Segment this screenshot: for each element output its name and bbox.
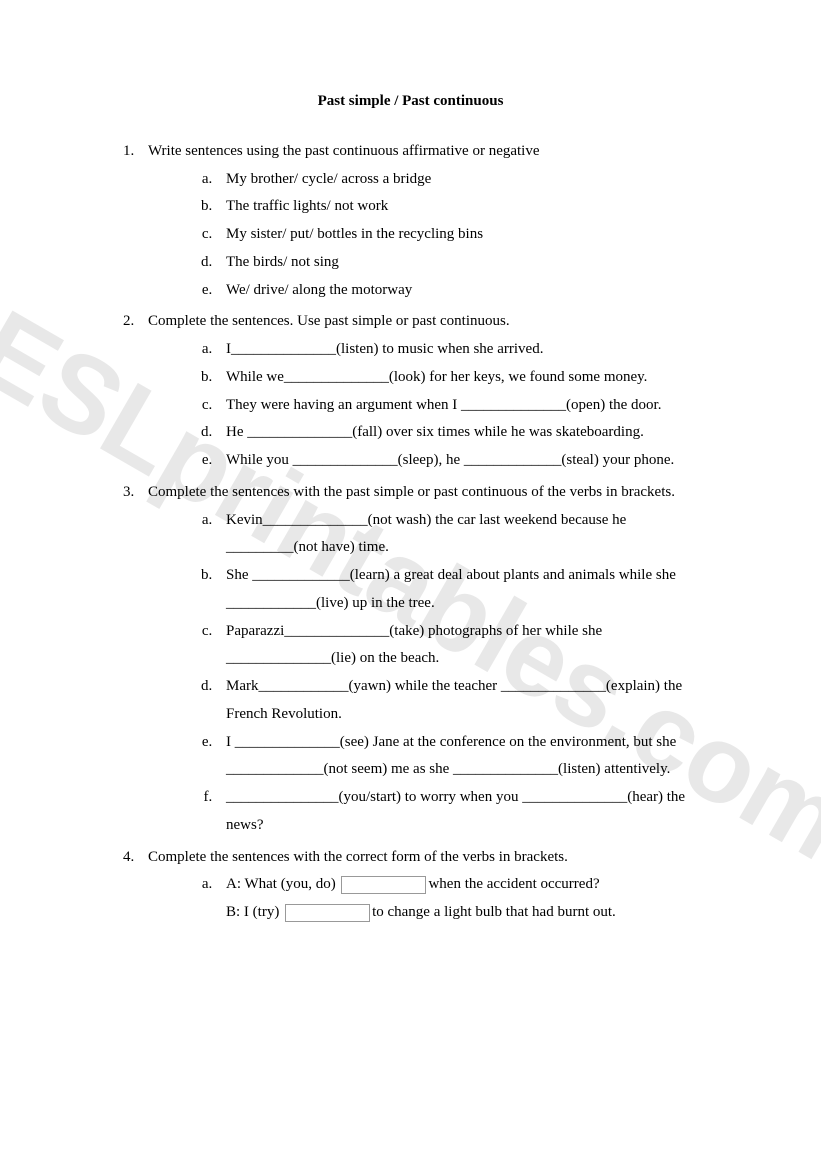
q4a-line1-before: A: What (you, do) bbox=[226, 876, 339, 892]
q1-item-d: The birds/ not sing bbox=[216, 249, 721, 277]
question-1: Write sentences using the past continuou… bbox=[138, 138, 721, 305]
q4a-line2-after: to change a light bulb that had burnt ou… bbox=[372, 904, 616, 920]
q2-item-c: They were having an argument when I ____… bbox=[216, 392, 721, 420]
q1-item-c: My sister/ put/ bottles in the recycling… bbox=[216, 221, 721, 249]
q2-item-e: While you ______________(sleep), he ____… bbox=[216, 447, 721, 475]
q3-item-a: Kevin______________(not wash) the car la… bbox=[216, 507, 721, 563]
q3-item-c: Paparazzi______________(take) photograph… bbox=[216, 618, 721, 674]
q3-item-b: She _____________(learn) a great deal ab… bbox=[216, 562, 721, 618]
q1-prompt: Write sentences using the past continuou… bbox=[148, 143, 540, 159]
main-list: Write sentences using the past continuou… bbox=[100, 138, 721, 927]
question-2: Complete the sentences. Use past simple … bbox=[138, 308, 721, 475]
answer-box[interactable] bbox=[341, 876, 426, 894]
q1-sublist: My brother/ cycle/ across a bridge The t… bbox=[148, 166, 721, 305]
q1-item-b: The traffic lights/ not work bbox=[216, 193, 721, 221]
q2-item-d: He ______________(fall) over six times w… bbox=[216, 419, 721, 447]
question-3: Complete the sentences with the past sim… bbox=[138, 479, 721, 840]
q4-sublist: A: What (you, do) when the accident occu… bbox=[148, 871, 721, 927]
q4a-line2-before: B: I (try) bbox=[226, 904, 283, 920]
q3-item-d: Mark____________(yawn) while the teacher… bbox=[216, 673, 721, 729]
q3-sublist: Kevin______________(not wash) the car la… bbox=[148, 507, 721, 840]
q3-prompt: Complete the sentences with the past sim… bbox=[148, 484, 675, 500]
q1-item-a: My brother/ cycle/ across a bridge bbox=[216, 166, 721, 194]
q2-prompt: Complete the sentences. Use past simple … bbox=[148, 313, 510, 329]
q3-item-e: I ______________(see) Jane at the confer… bbox=[216, 729, 721, 785]
q2-item-b: While we______________(look) for her key… bbox=[216, 364, 721, 392]
question-4: Complete the sentences with the correct … bbox=[138, 844, 721, 927]
answer-box[interactable] bbox=[285, 904, 370, 922]
q4a-line1-after: when the accident occurred? bbox=[428, 876, 599, 892]
q4-prompt: Complete the sentences with the correct … bbox=[148, 849, 568, 865]
q2-item-a: I______________(listen) to music when sh… bbox=[216, 336, 721, 364]
q3-item-f: _______________(you/start) to worry when… bbox=[216, 784, 721, 840]
page-title: Past simple / Past continuous bbox=[100, 88, 721, 116]
q1-item-e: We/ drive/ along the motorway bbox=[216, 277, 721, 305]
q4-item-a: A: What (you, do) when the accident occu… bbox=[216, 871, 721, 927]
q2-sublist: I______________(listen) to music when sh… bbox=[148, 336, 721, 475]
page-content: Past simple / Past continuous Write sent… bbox=[0, 0, 821, 971]
